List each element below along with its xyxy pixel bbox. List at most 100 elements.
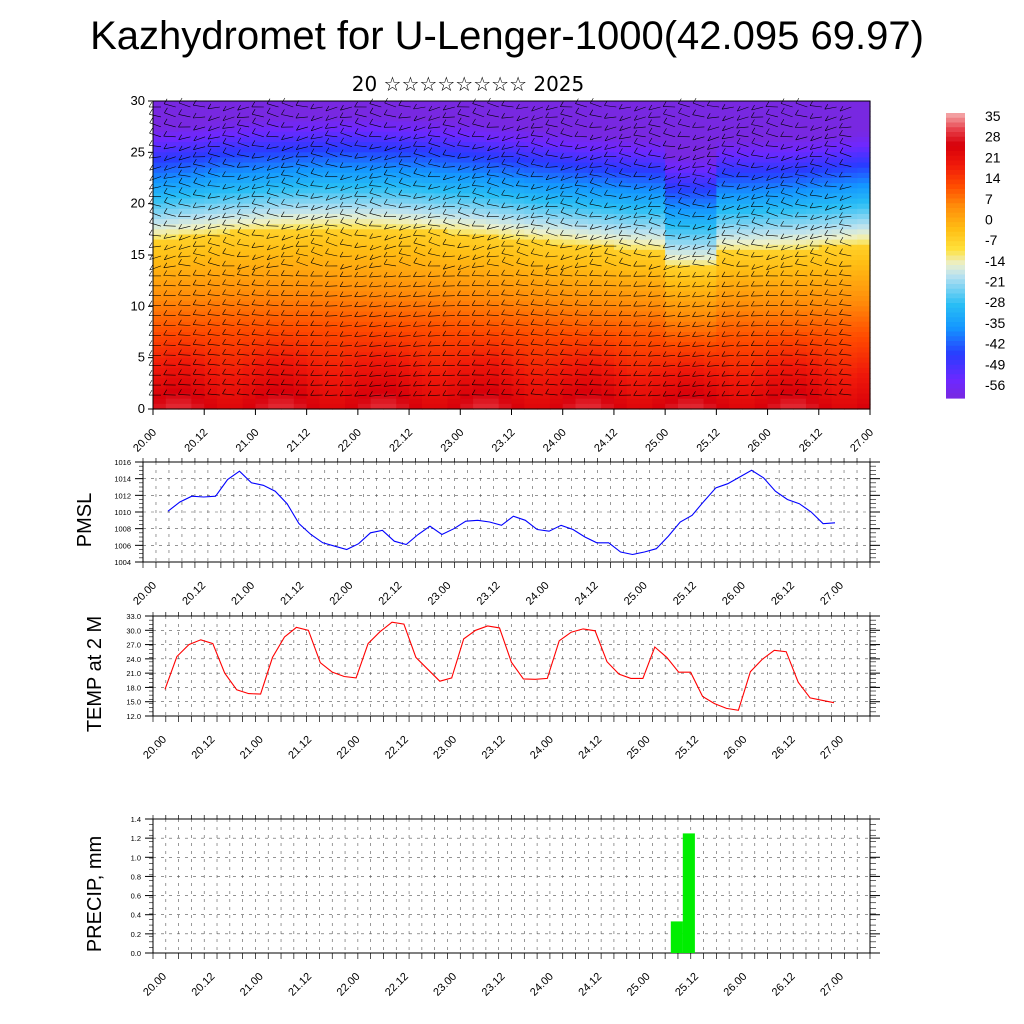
heatmap-cell (447, 383, 461, 390)
heatmap-cell (293, 152, 308, 159)
heatmap-cell (217, 203, 231, 210)
wind-barb-flag (369, 208, 373, 214)
wind-barb-flag (310, 350, 314, 356)
heatmap-cell (588, 311, 602, 318)
heatmap-cell (434, 198, 449, 205)
heatmap-cell (293, 367, 308, 374)
heatmap-cell (473, 296, 487, 302)
heatmap-cell (434, 142, 449, 148)
heatmap-cell (601, 301, 615, 307)
wind-barb (222, 106, 235, 112)
wind-barb (487, 225, 499, 230)
heatmap-cell (306, 337, 321, 343)
heatmap-cell (857, 131, 871, 138)
heatmap-cell (421, 116, 436, 123)
wind-barb (472, 213, 485, 217)
heatmap-cell (639, 306, 653, 313)
heatmap-cell (383, 239, 397, 246)
wind-barb (384, 345, 397, 347)
heatmap-cell (703, 301, 717, 307)
heatmap-cell (549, 306, 564, 313)
heatmap-cell (575, 280, 589, 287)
heatmap-cell (293, 275, 308, 282)
heatmap-cell (319, 126, 333, 133)
wind-barb (354, 394, 367, 397)
wind-barb-flag (339, 251, 344, 258)
heatmap-cell (319, 388, 333, 395)
heatmap-cell (844, 101, 858, 107)
heatmap-cell (383, 213, 397, 220)
wind-barb-flag (339, 331, 344, 337)
heatmap-cell (729, 398, 743, 405)
wind-barb (413, 394, 426, 397)
wind-barb-flag (428, 184, 432, 190)
heatmap-cell (217, 275, 231, 282)
heatmap-cell (780, 249, 794, 256)
heatmap-cell (396, 229, 410, 236)
heatmap-cell (844, 296, 858, 302)
heatmap-cell (626, 296, 641, 302)
heatmap-cell (677, 219, 692, 225)
wind-barb-flag (178, 145, 183, 151)
wind-barb-flag (471, 131, 476, 137)
heatmap-cell (857, 311, 871, 318)
heatmap-cell (665, 342, 679, 348)
heatmap-cell (857, 301, 871, 307)
heatmap-cell (549, 234, 564, 241)
heatmap-cell (191, 393, 205, 400)
wind-barb (164, 166, 176, 171)
heatmap-cell (421, 306, 436, 313)
heatmap-cell (345, 121, 359, 128)
wind-barb (266, 146, 279, 150)
heatmap-cell (844, 311, 858, 318)
wind-barb-flag (516, 115, 521, 121)
heatmap-cell (831, 260, 845, 266)
wind-barb-flag (398, 144, 403, 150)
heatmap-cell (268, 280, 282, 287)
heatmap-cell (703, 316, 717, 323)
heatmap-cell (562, 398, 577, 405)
heatmap-cell (165, 234, 180, 241)
heatmap-cell (396, 244, 410, 251)
heatmap-cell (754, 403, 769, 410)
wind-barb-flag (471, 329, 476, 336)
heatmap-cell (268, 229, 282, 236)
wind-barb (487, 156, 499, 161)
heatmap-cell (383, 116, 397, 123)
heatmap-cell (767, 362, 781, 369)
heatmap-cell (601, 296, 615, 302)
wind-barb (472, 103, 485, 108)
wind-barb-flag (471, 310, 476, 316)
heatmap-cell (780, 116, 794, 123)
heatmap-cell (332, 321, 346, 328)
heatmap-cell (818, 147, 833, 153)
heatmap-cell (677, 101, 692, 107)
wind-barb (354, 384, 367, 387)
heatmap-cell (780, 208, 794, 215)
heatmap-cell (754, 301, 769, 307)
heatmap-cell (242, 229, 257, 236)
heatmap-cell (613, 111, 628, 117)
heatmap-cell (447, 157, 461, 164)
heatmap-cell (767, 167, 781, 174)
heatmap-cell (639, 142, 653, 148)
wind-barb-flag (428, 115, 432, 121)
wind-barb (384, 315, 397, 318)
heatmap-cell (665, 147, 679, 153)
heatmap-cell (204, 121, 218, 128)
heatmap-cell (242, 275, 257, 282)
heatmap-cell (345, 136, 359, 143)
heatmap-cell (255, 121, 269, 128)
wind-barb (502, 136, 514, 142)
wind-barb-flag (178, 121, 182, 128)
heatmap-cell (511, 219, 525, 225)
heatmap-cell (588, 255, 602, 261)
heatmap-cell (242, 280, 257, 287)
heatmap-cell (434, 131, 449, 138)
wind-barb-flag (266, 173, 270, 179)
heatmap-cell (754, 188, 769, 194)
wind-barb (266, 374, 279, 376)
heatmap-cell (242, 270, 257, 277)
heatmap-cell (729, 136, 743, 143)
heatmap-cell (639, 357, 653, 364)
